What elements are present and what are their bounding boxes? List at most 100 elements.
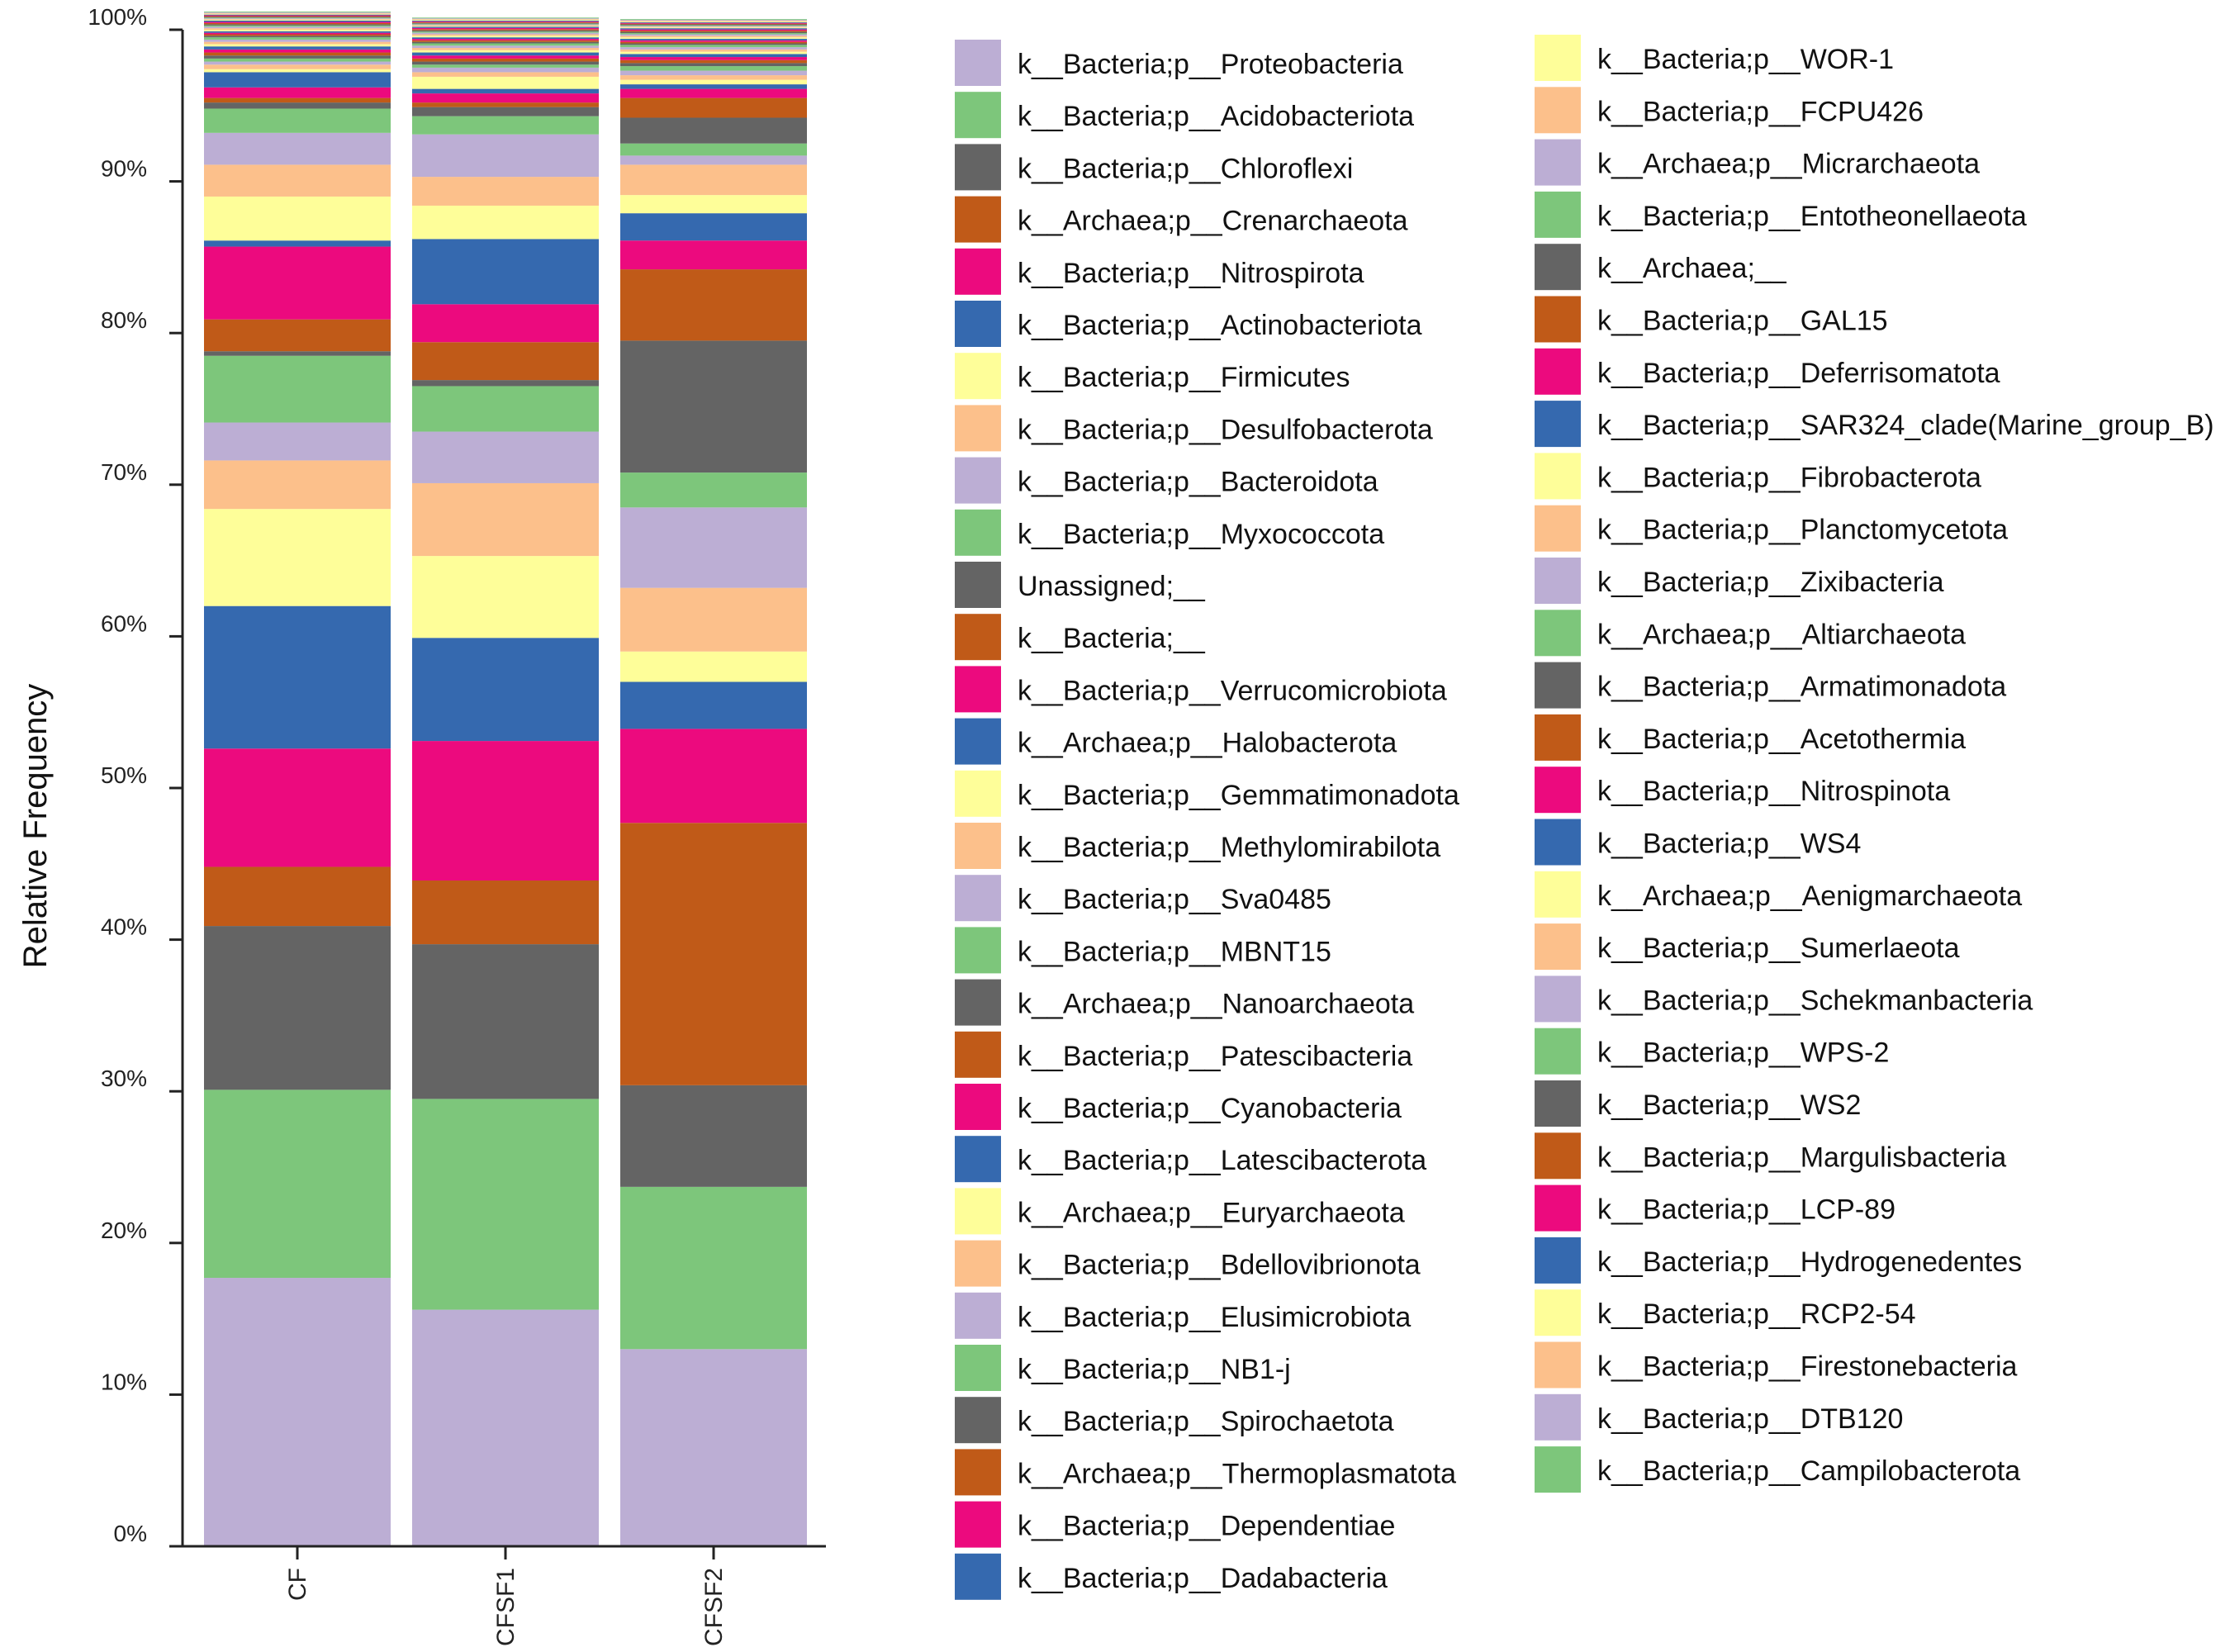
bar-segment bbox=[204, 748, 391, 867]
legend-swatch bbox=[955, 979, 1001, 1026]
legend-label: k__Bacteria;p__Armatimonadota bbox=[1597, 672, 2006, 703]
legend-label: k__Bacteria;p__Actinobacteriota bbox=[1018, 310, 1422, 341]
bar-segment bbox=[204, 39, 391, 42]
bar-segment bbox=[620, 651, 807, 682]
bar-segment bbox=[204, 509, 391, 606]
legend-swatch bbox=[1535, 87, 1581, 134]
legend-label: k__Archaea;__ bbox=[1597, 253, 1787, 284]
legend-label: k__Bacteria;p__Planctomycetota bbox=[1597, 515, 2008, 546]
bar-segment bbox=[204, 20, 391, 21]
bar-segment bbox=[204, 24, 391, 26]
bar-segment bbox=[204, 58, 391, 62]
bar-segment bbox=[204, 14, 391, 16]
legend-swatch bbox=[955, 509, 1001, 556]
legend-swatch bbox=[955, 1397, 1001, 1444]
legend-swatch bbox=[955, 666, 1001, 713]
legend-swatch bbox=[955, 1292, 1001, 1339]
legend-swatch bbox=[955, 927, 1001, 974]
bar-segment bbox=[204, 19, 391, 21]
bar-segment bbox=[620, 34, 807, 36]
legend-label: k__Bacteria;p__Deferrisomatota bbox=[1597, 358, 2000, 389]
legend-label: k__Bacteria;p__MBNT15 bbox=[1018, 936, 1331, 967]
legend-swatch bbox=[955, 770, 1001, 817]
bar-segment bbox=[620, 29, 807, 31]
bar-segment bbox=[204, 12, 391, 14]
legend-swatch bbox=[1535, 139, 1581, 186]
bar-segment bbox=[204, 44, 391, 47]
bar-segment bbox=[204, 61, 391, 65]
legend-label: k__Archaea;p__Altiarchaeota bbox=[1597, 619, 1966, 650]
bar-segment bbox=[620, 28, 807, 30]
legend-label: k__Bacteria;p__Sva0485 bbox=[1018, 884, 1331, 915]
bar-segment bbox=[620, 43, 807, 45]
bar-segment bbox=[620, 1085, 807, 1187]
legend-label: k__Archaea;p__Nanoarchaeota bbox=[1018, 989, 1414, 1020]
y-tick-label: 0% bbox=[114, 1521, 147, 1546]
bar-segment bbox=[204, 34, 391, 36]
bar-segment bbox=[620, 84, 807, 89]
legend-label: k__Archaea;p__Aenigmarchaeota bbox=[1597, 881, 2022, 912]
bar-segment bbox=[412, 37, 599, 40]
bar-segment bbox=[204, 64, 391, 69]
legend-swatch bbox=[1535, 1184, 1581, 1232]
legend-label: k__Bacteria;p__Myxococcota bbox=[1018, 519, 1384, 550]
legend-label: k__Bacteria;p__WPS-2 bbox=[1597, 1037, 1889, 1069]
bar-segment bbox=[204, 246, 391, 320]
bar-segment bbox=[204, 240, 391, 247]
bar-segment bbox=[412, 177, 599, 206]
legend-label: k__Bacteria;p__Methylomirabilota bbox=[1018, 832, 1440, 863]
legend-swatch bbox=[1535, 714, 1581, 761]
bar-segment bbox=[204, 41, 391, 45]
bar-segment bbox=[204, 1278, 391, 1546]
bar-segment bbox=[412, 116, 599, 135]
legend-swatch bbox=[1535, 923, 1581, 971]
bar-segment bbox=[620, 26, 807, 28]
legend-label: k__Archaea;p__Euryarchaeota bbox=[1018, 1197, 1405, 1228]
bar-segment bbox=[620, 36, 807, 38]
legend-swatch bbox=[1535, 1341, 1581, 1389]
bar-segment bbox=[620, 45, 807, 48]
bar-segment bbox=[412, 304, 599, 343]
y-tick-label: 70% bbox=[101, 459, 147, 485]
legend-label: k__Bacteria;p__Entotheonellaeota bbox=[1597, 201, 2027, 232]
legend-label: k__Bacteria;p__Margulisbacteria bbox=[1597, 1142, 2006, 1173]
legend-swatch bbox=[1535, 348, 1581, 395]
bar-segment bbox=[620, 25, 807, 26]
legend-swatch bbox=[955, 1084, 1001, 1130]
bar-segment bbox=[204, 17, 391, 19]
bar-segment bbox=[620, 88, 807, 98]
bar-segment bbox=[204, 16, 391, 17]
bar-segment bbox=[412, 55, 599, 59]
bar-segment bbox=[620, 340, 807, 473]
bar-segment bbox=[412, 239, 599, 305]
bar-segment bbox=[412, 944, 599, 1099]
bar-segment bbox=[412, 32, 599, 35]
bar-segment bbox=[204, 69, 391, 73]
bar-segment bbox=[620, 41, 807, 44]
legend-swatch bbox=[955, 144, 1001, 191]
bar-segment bbox=[412, 48, 599, 50]
bar-segment bbox=[412, 29, 599, 31]
legend-swatch bbox=[1535, 401, 1581, 448]
bar-segment bbox=[620, 79, 807, 85]
legend-label: k__Archaea;p__Micrarchaeota bbox=[1597, 149, 1980, 180]
legend-swatch bbox=[1535, 505, 1581, 552]
y-tick-label: 80% bbox=[101, 307, 147, 333]
bar-segment bbox=[620, 269, 807, 341]
legend-label: Unassigned;__ bbox=[1018, 571, 1206, 602]
legend-label: k__Bacteria;p__Bdellovibrionota bbox=[1018, 1250, 1421, 1281]
bar-segment bbox=[620, 47, 807, 50]
bar-segment bbox=[620, 472, 807, 508]
ticks-layer: 0% 10% 20% 30% 40% 50% 60% 70% 80% 90% 100% CF CFSF1… bbox=[88, 4, 728, 1646]
bar-segment bbox=[412, 205, 599, 240]
bar-segment bbox=[412, 50, 599, 53]
bar-segment bbox=[412, 64, 599, 68]
bar-segment bbox=[412, 36, 599, 38]
y-axis-label: Relative Frequency bbox=[17, 684, 54, 969]
y-tick-label: 20% bbox=[101, 1218, 147, 1243]
bar-segment bbox=[412, 18, 599, 20]
legend-swatch bbox=[955, 562, 1001, 608]
bar-segment bbox=[412, 22, 599, 24]
y-tick-label: 60% bbox=[101, 610, 147, 636]
